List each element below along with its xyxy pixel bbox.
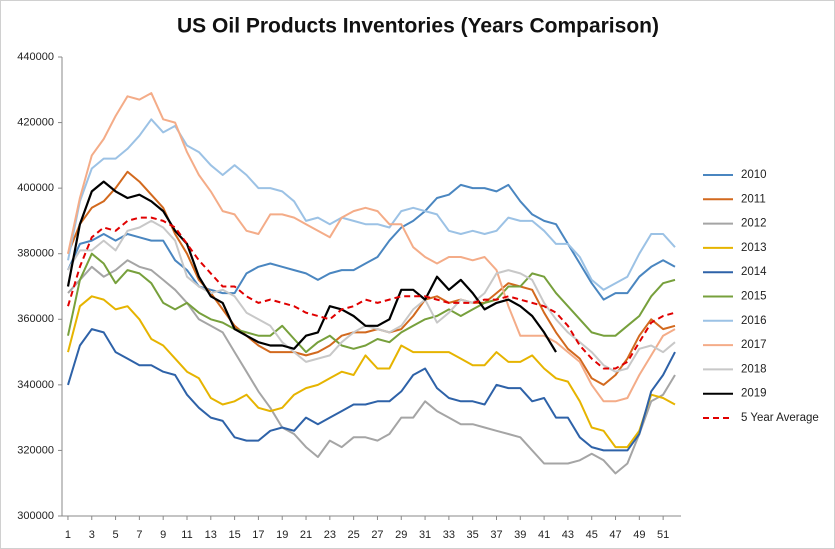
x-tick-label: 13 — [205, 529, 217, 541]
legend-label: 2016 — [741, 315, 767, 327]
x-tick-label: 21 — [300, 529, 312, 541]
x-tick-label: 7 — [136, 529, 142, 541]
x-tick-label: 27 — [371, 529, 383, 541]
y-tick-label: 420000 — [17, 116, 54, 128]
series-line — [67, 118, 676, 291]
legend-label: 2014 — [741, 266, 767, 278]
x-tick-label: 29 — [395, 529, 407, 541]
series-line — [67, 92, 676, 403]
x-tick-label: 35 — [467, 529, 479, 541]
series-line — [67, 328, 676, 452]
y-tick-label: 320000 — [17, 444, 54, 456]
x-tick-label: 15 — [228, 529, 240, 541]
x-tick-label: 3 — [89, 529, 95, 541]
series-line — [67, 295, 676, 449]
legend-label: 2011 — [741, 193, 766, 205]
x-tick-label: 23 — [324, 529, 336, 541]
x-tick-label: 45 — [586, 529, 598, 541]
y-tick-label: 380000 — [17, 248, 54, 260]
series-line — [67, 219, 676, 373]
x-tick-label: 31 — [419, 529, 431, 541]
chart-title: US Oil Products Inventories (Years Compa… — [177, 15, 659, 38]
series-line — [66, 180, 557, 353]
legend-label: 2017 — [741, 339, 767, 351]
y-tick-label: 400000 — [17, 182, 54, 194]
legend-label: 5 Year Average — [741, 412, 819, 424]
x-tick-label: 43 — [562, 529, 574, 541]
y-tick-label: 300000 — [17, 510, 54, 522]
x-tick-label: 41 — [538, 529, 550, 541]
x-tick-label: 19 — [276, 529, 288, 541]
series-line — [67, 183, 676, 301]
x-tick-label: 1 — [65, 529, 71, 541]
x-tick-label: 51 — [657, 529, 669, 541]
x-tick-label: 39 — [514, 529, 526, 541]
x-tick-label: 5 — [113, 529, 119, 541]
x-tick-label: 17 — [252, 529, 264, 541]
legend-label: 2013 — [741, 242, 767, 254]
x-tick-label: 37 — [490, 529, 502, 541]
series-line — [67, 216, 676, 370]
series-line — [67, 259, 676, 475]
legend-label: 2019 — [741, 388, 767, 400]
x-tick-label: 25 — [348, 529, 360, 541]
x-tick-label: 9 — [160, 529, 166, 541]
x-tick-label: 47 — [609, 529, 621, 541]
y-tick-label: 360000 — [17, 313, 54, 325]
series-line — [67, 252, 676, 354]
x-tick-label: 49 — [633, 529, 645, 541]
legend-label: 2018 — [741, 363, 767, 375]
legend-label: 2010 — [741, 169, 767, 181]
legend-label: 2015 — [741, 291, 767, 303]
y-tick-label: 340000 — [17, 379, 54, 391]
x-tick-label: 33 — [443, 529, 455, 541]
y-tick-label: 440000 — [17, 51, 54, 63]
x-tick-label: 11 — [181, 529, 192, 541]
legend-label: 2012 — [741, 218, 767, 230]
